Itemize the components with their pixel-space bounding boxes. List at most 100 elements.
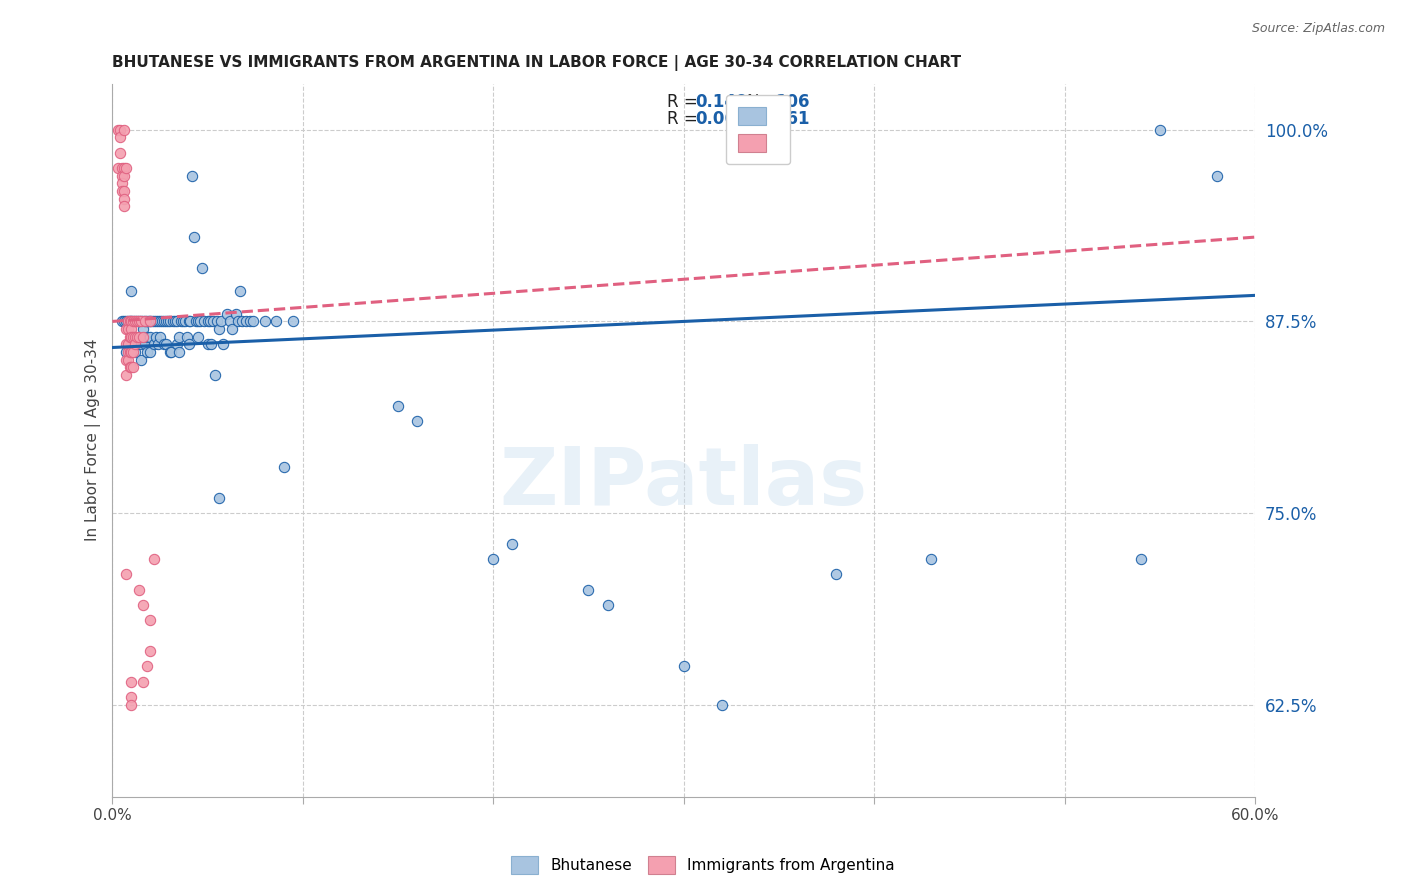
Point [127,330,149,344]
Point [197,314,219,328]
Point [166,314,188,328]
Point [208,322,231,336]
Point [108,123,131,137]
Point [141,314,163,328]
Text: N =: N = [747,111,778,128]
Text: 0.149: 0.149 [695,93,748,111]
Point [122,314,145,328]
Point [139,613,162,627]
Legend: Bhutanese, Immigrants from Argentina: Bhutanese, Immigrants from Argentina [505,850,901,880]
Point [179,314,201,328]
Point [124,330,146,344]
Point [117,314,139,328]
Point [112,169,135,183]
Point [112,123,135,137]
Point [117,352,139,367]
Point [139,330,162,344]
Point [112,192,135,206]
Point [112,199,135,213]
Point [183,230,205,244]
Y-axis label: In Labor Force | Age 30-34: In Labor Force | Age 30-34 [86,339,101,541]
Point [191,260,214,275]
Point [117,314,139,328]
Point [212,337,235,351]
Point [128,582,150,597]
Point [1149,123,1171,137]
Point [160,345,183,359]
Point [1206,169,1229,183]
Point [132,314,155,328]
Point [128,330,150,344]
Point [273,460,295,475]
Point [202,314,225,328]
Point [129,352,152,367]
Point [124,314,146,328]
Point [177,337,200,351]
Point [204,368,226,382]
Point [173,314,195,328]
Point [135,345,157,359]
Point [111,177,134,191]
Point [108,130,131,145]
Point [264,314,287,328]
Point [124,345,146,359]
Point [108,145,131,160]
Point [139,314,162,328]
Point [578,582,600,597]
Point [132,322,155,336]
Point [118,314,141,328]
Point [177,314,200,328]
Point [672,659,695,673]
Point [118,330,141,344]
Point [114,161,136,175]
Point [135,659,157,673]
Point [139,644,162,658]
Point [134,314,156,328]
Point [149,314,172,328]
Point [825,567,848,582]
Point [118,360,141,375]
Point [193,314,215,328]
Point [120,690,142,704]
Point [159,345,181,359]
Point [143,552,166,566]
Point [120,698,142,712]
Point [135,330,157,344]
Point [159,314,181,328]
Point [134,337,156,351]
Point [200,337,222,351]
Point [111,184,134,198]
Text: R =: R = [666,93,697,111]
Point [111,161,134,175]
Legend: , : , [725,95,790,164]
Point [120,345,142,359]
Text: Source: ZipAtlas.com: Source: ZipAtlas.com [1251,22,1385,36]
Point [139,314,162,328]
Point [122,345,145,359]
Point [120,674,142,689]
Point [226,314,249,328]
Point [165,314,187,328]
Point [124,314,146,328]
Point [114,567,136,582]
Point [114,352,136,367]
Text: R =: R = [666,111,697,128]
Point [229,284,252,298]
Point [132,674,155,689]
Point [118,345,141,359]
Point [920,552,942,566]
Point [387,399,409,413]
Point [120,337,142,351]
Point [172,314,194,328]
Point [128,314,150,328]
Point [114,345,136,359]
Point [111,169,134,183]
Point [118,314,141,328]
Point [153,314,176,328]
Point [167,345,190,359]
Point [124,330,146,344]
Point [197,337,219,351]
Point [117,337,139,351]
Point [406,414,429,428]
Point [221,322,243,336]
